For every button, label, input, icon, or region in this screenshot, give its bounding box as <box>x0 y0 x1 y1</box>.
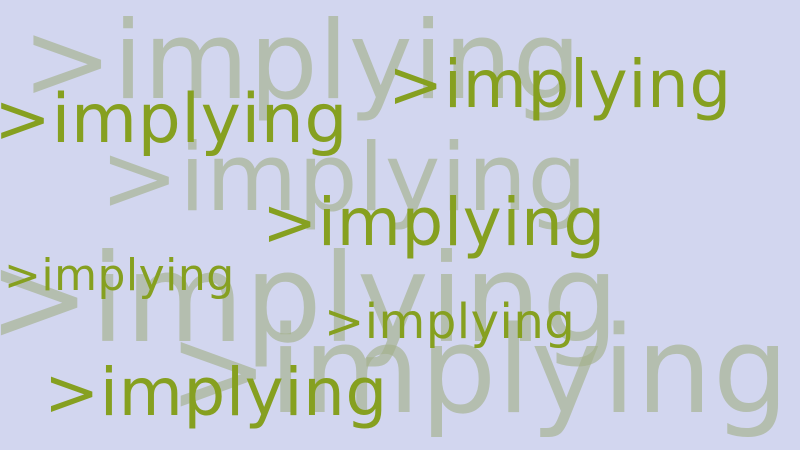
implying-text: >implying <box>324 294 576 350</box>
implying-text: >implying <box>388 46 732 123</box>
faded-implying-text: >implying <box>168 302 790 441</box>
implying-text: >implying <box>4 250 235 301</box>
faded-implying-text: >implying <box>100 124 588 233</box>
implying-text: >implying <box>0 80 349 159</box>
faded-implying-text: >implying <box>0 228 620 370</box>
implying-text: >implying <box>44 354 388 431</box>
implying-text: >implying <box>262 184 606 261</box>
faded-implying-text: >implying <box>22 0 582 124</box>
